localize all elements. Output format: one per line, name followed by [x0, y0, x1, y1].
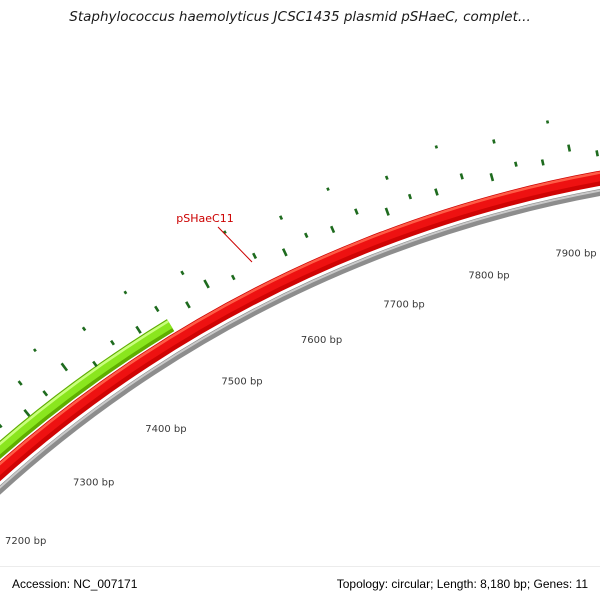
bp-tick-labels: 7200 bp 7300 bp 7400 bp 7500 bp 7600 bp 7700 …: [5, 248, 597, 547]
bp-label: 7700 bp: [383, 300, 424, 311]
feature-arc-green[interactable]: [0, 319, 175, 590]
feature-label-pshaec11[interactable]: pSHaeC11: [176, 212, 253, 263]
map-title: Staphylococcus haemolyticus JCSC1435 pla…: [69, 9, 531, 25]
feature-leader-line: [217, 226, 253, 263]
bp-label: 7500 bp: [221, 377, 262, 388]
bp-label: 7300 bp: [73, 477, 114, 488]
status-bar: Accession: NC_007171 Topology: circular;…: [0, 566, 600, 600]
feature-label-text[interactable]: pSHaeC11: [176, 212, 233, 225]
bp-label: 7800 bp: [468, 271, 509, 282]
bp-label: 7200 bp: [5, 536, 46, 547]
bp-label: 7600 bp: [301, 335, 342, 346]
bp-label: 7900 bp: [555, 248, 596, 259]
gc-tick-marks: [0, 120, 599, 429]
bp-label: 7400 bp: [145, 424, 186, 435]
topology-text: Topology: circular; Length: 8,180 bp; Ge…: [336, 576, 588, 591]
accession-text: Accession: NC_007171: [12, 576, 138, 591]
